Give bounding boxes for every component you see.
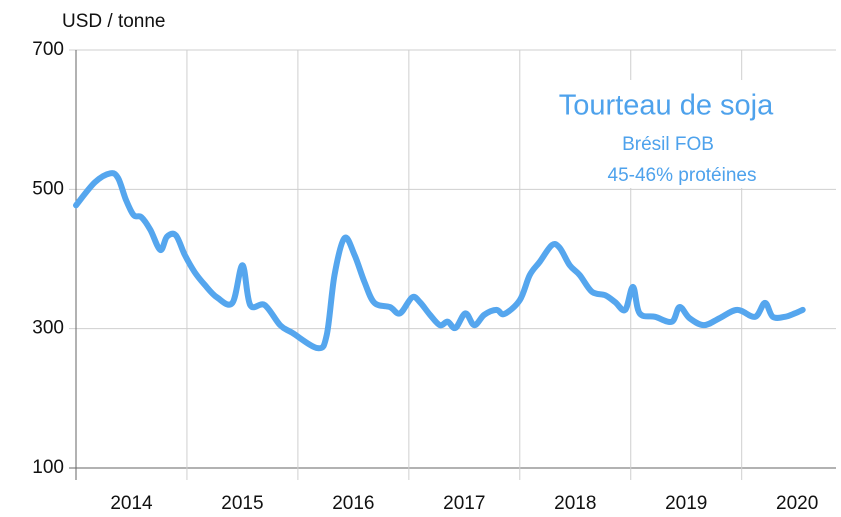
x-tick-label: 2019 [665,493,707,514]
annotation-line: Brésil FOB [622,134,714,155]
y-tick-label: 300 [32,318,64,339]
x-tick-label: 2015 [221,493,263,514]
x-tick-label: 2020 [776,493,818,514]
annotation-title: Tourteau de soja [559,90,774,122]
annotation-box [545,80,820,188]
x-tick-label: 2016 [332,493,374,514]
x-tick-label: 2017 [443,493,485,514]
annotation-line: 45-46% protéines [608,165,757,186]
y-tick-label: 500 [32,178,64,199]
y-axis-label: USD / tonne [62,11,166,32]
x-tick-label: 2018 [554,493,596,514]
x-tick-label: 2014 [110,493,153,514]
y-tick-label: 100 [32,457,64,478]
line [73,170,806,352]
y-tick-label: 700 [32,39,64,60]
